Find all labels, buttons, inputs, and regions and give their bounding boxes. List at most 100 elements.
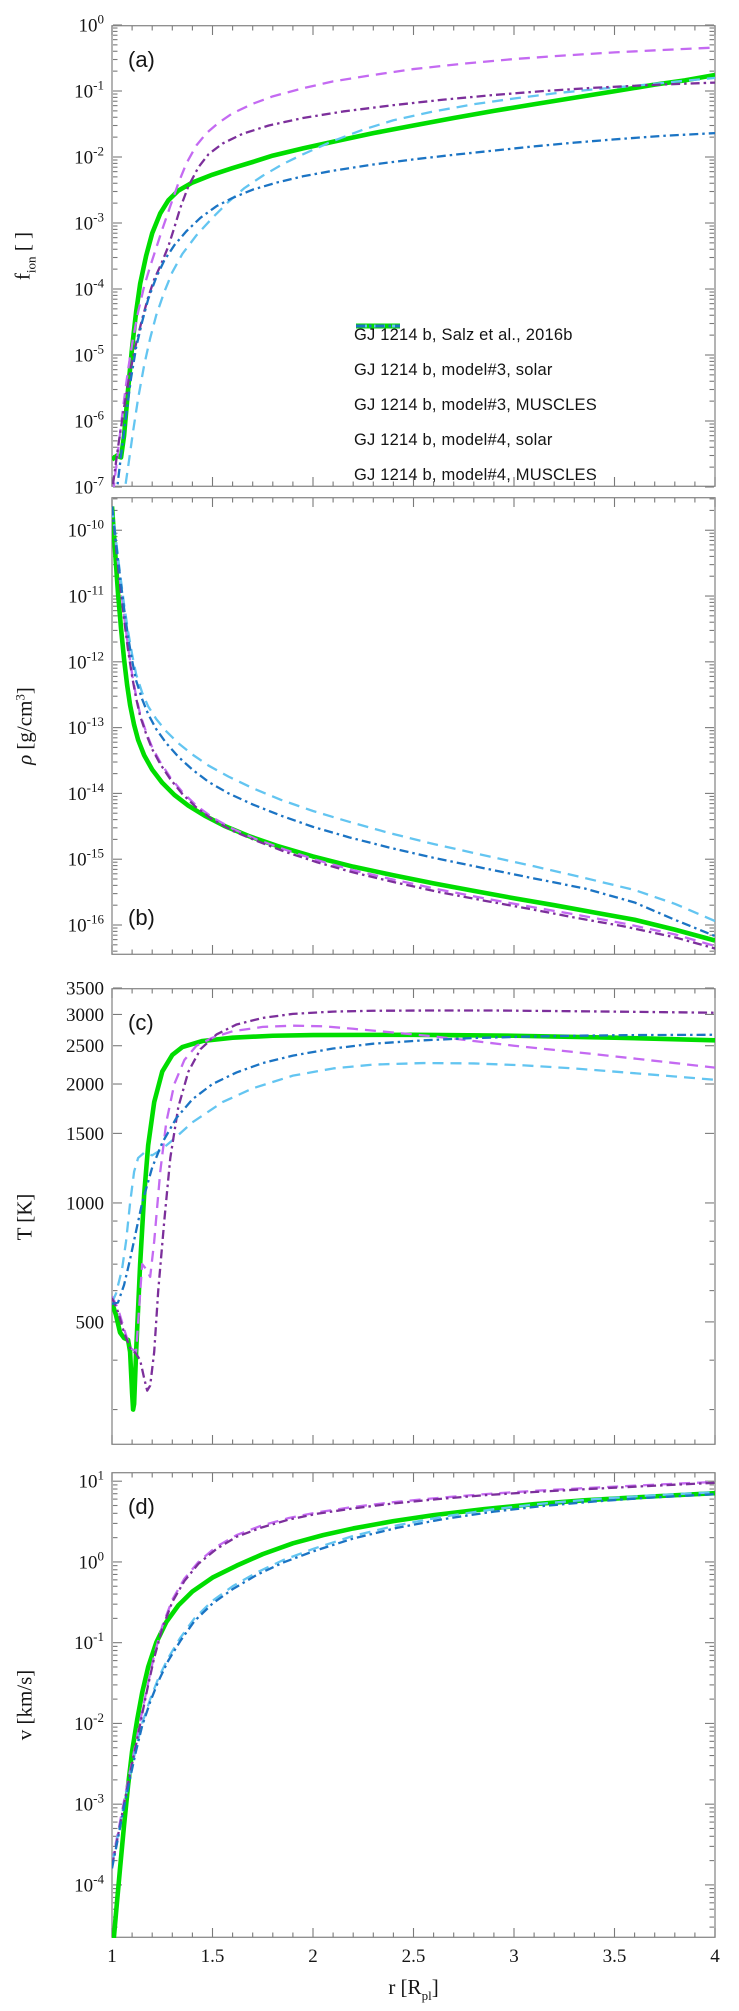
panel-letter-d: (d) [128, 1494, 155, 1519]
x-tick-label: 4 [710, 1946, 720, 1967]
label-part: v [12, 1729, 37, 1741]
y-tick-label: 10-2 [74, 144, 104, 169]
legend-label: GJ 1214 b, model#3, MUSCLES [354, 396, 597, 414]
tick-marks [111, 24, 716, 488]
y-tick-label: 1000 [66, 1193, 104, 1214]
series-m4muscles [112, 1033, 715, 1306]
legend: GJ 1214 b, Salz et al., 2016b GJ 1214 b, … [354, 318, 597, 493]
y-tick-label: 10-11 [68, 583, 104, 608]
label-part: T [12, 1227, 37, 1240]
series-m4solar [112, 1009, 715, 1392]
y-tick-label: 500 [76, 1312, 105, 1333]
series-m3muscles [124, 76, 715, 487]
legend-label: GJ 1214 b, model#4, MUSCLES [354, 466, 597, 484]
series-m4muscles [112, 1493, 715, 1869]
y-tick-label: 10-6 [74, 408, 104, 433]
tick-marks [111, 1473, 716, 1937]
y-tick-label: 10-3 [74, 1791, 104, 1816]
tick-marks [111, 498, 716, 954]
y-axis-label-b: ρ [g/cm3] [12, 687, 37, 765]
y-axis-label-a: fion [ ] [11, 232, 40, 280]
y-tick-label: 2500 [66, 1036, 104, 1057]
series-m4muscles [116, 131, 715, 487]
legend-label: GJ 1214 b, Salz et al., 2016b [354, 326, 573, 344]
legend-item: GJ 1214 b, model#4, MUSCLES [354, 324, 597, 493]
panel-d: 101 100 10-1 10-2 10-3 10-4 (d) v [km/s] [0, 1468, 739, 1938]
legend-item: GJ 1214 b, model#3, solar [354, 324, 597, 388]
label-part: ] [12, 687, 37, 695]
y-tick-label: 1500 [66, 1124, 104, 1145]
y-tick-label: 10-3 [74, 210, 104, 235]
series-m4solar [112, 506, 715, 950]
y-tick-label: 2000 [66, 1075, 104, 1096]
label-part: ] [431, 1975, 439, 1999]
y-tick-label: 3500 [66, 979, 104, 1000]
y-tick-label: 10-5 [74, 342, 104, 367]
panel-a-plot: 100 10-1 10-2 10-3 10-4 10-5 10-6 10-7 [74, 12, 716, 499]
panel-letter-c: (c) [128, 1010, 154, 1035]
plot-border [111, 1472, 716, 1938]
label-part: [ ] [10, 231, 35, 257]
x-tick-label: 2.5 [401, 1946, 426, 1967]
panel-b: 10-10 10-11 10-12 10-13 10-14 10-15 10-16 (b) ρ … [0, 497, 739, 955]
x-tick-label: 3.5 [602, 1946, 627, 1967]
label-part: [K] [12, 1193, 37, 1228]
series-m3muscles [112, 1491, 715, 1865]
series-salz [112, 1490, 715, 1938]
x-tick-label: 1.5 [200, 1946, 225, 1967]
legend-label: GJ 1214 b, model#3, solar [354, 361, 553, 379]
panel-letter-a: (a) [128, 47, 155, 72]
y-tick-label: 10-16 [68, 912, 105, 937]
y-tick-label: 10-2 [74, 1710, 104, 1735]
legend-label: GJ 1214 b, model#4, solar [354, 431, 553, 449]
y-tick-label: 10-15 [68, 846, 104, 871]
y-axis-label-c: T [K] [13, 1193, 38, 1240]
y-tick-label: 100 [79, 12, 105, 37]
series-salz [112, 72, 715, 462]
plot-border [111, 988, 716, 1445]
series-m4solar [112, 1481, 715, 1867]
y-tick-label: 10-7 [74, 474, 104, 499]
series-m3solar [112, 1480, 715, 1863]
series-m4solar [112, 81, 715, 485]
series-m3solar [112, 1024, 715, 1353]
legend-line-sample [356, 324, 400, 328]
series-m4muscles [112, 506, 715, 938]
y-tick-label: 10-10 [68, 517, 104, 542]
x-tick-label: 2 [308, 1946, 318, 1967]
y-tick-label: 10-12 [68, 648, 104, 673]
series-m3muscles [112, 506, 715, 923]
panel-c: 3500 3000 2500 2000 1500 1000 500 (c) T [K] [0, 979, 739, 1445]
label-part: r [R [388, 1975, 422, 1999]
series-salz [112, 506, 715, 943]
panel-d-plot: 101 100 10-1 10-2 10-3 10-4 [74, 1468, 716, 1938]
panel-b-plot: 10-10 10-11 10-12 10-13 10-14 10-15 10-16 [68, 497, 716, 955]
panel-a: 100 10-1 10-2 10-3 10-4 10-5 10-6 10-7 (a) fion [… [0, 12, 739, 499]
y-tick-label: 101 [79, 1468, 105, 1493]
y-tick-label: 10-4 [74, 276, 104, 301]
label-part: 3 [12, 694, 28, 701]
y-axis-label-d: v [km/s] [13, 1670, 38, 1741]
label-part: [g/cm [12, 700, 37, 755]
panel-c-plot: 3500 3000 2500 2000 1500 1000 500 [66, 979, 716, 1445]
y-tick-label: 100 [79, 1548, 105, 1573]
series-m3muscles [112, 1061, 715, 1303]
y-tick-label: 10-4 [74, 1871, 104, 1896]
plot-border [111, 497, 716, 955]
legend-item: GJ 1214 b, model#3, MUSCLES [354, 324, 597, 423]
tick-marks [111, 987, 716, 1444]
label-part: pl [421, 1987, 432, 2003]
x-axis-label: r [Rpl] [388, 1975, 438, 2004]
panel-letter-b: (b) [128, 905, 155, 930]
series-m3solar [112, 506, 715, 948]
y-tick-label: 10-1 [74, 78, 104, 103]
y-tick-label: 10-13 [68, 714, 104, 739]
y-tick-label: 10-1 [74, 1629, 104, 1654]
label-part: f [10, 273, 35, 281]
label-part: ρ [12, 754, 37, 765]
x-tick-label: 3 [509, 1946, 519, 1967]
y-tick-label: 10-14 [68, 780, 105, 805]
y-tick-label: 3000 [66, 1005, 104, 1026]
label-part: [km/s] [12, 1669, 37, 1730]
plot-border [111, 25, 716, 487]
